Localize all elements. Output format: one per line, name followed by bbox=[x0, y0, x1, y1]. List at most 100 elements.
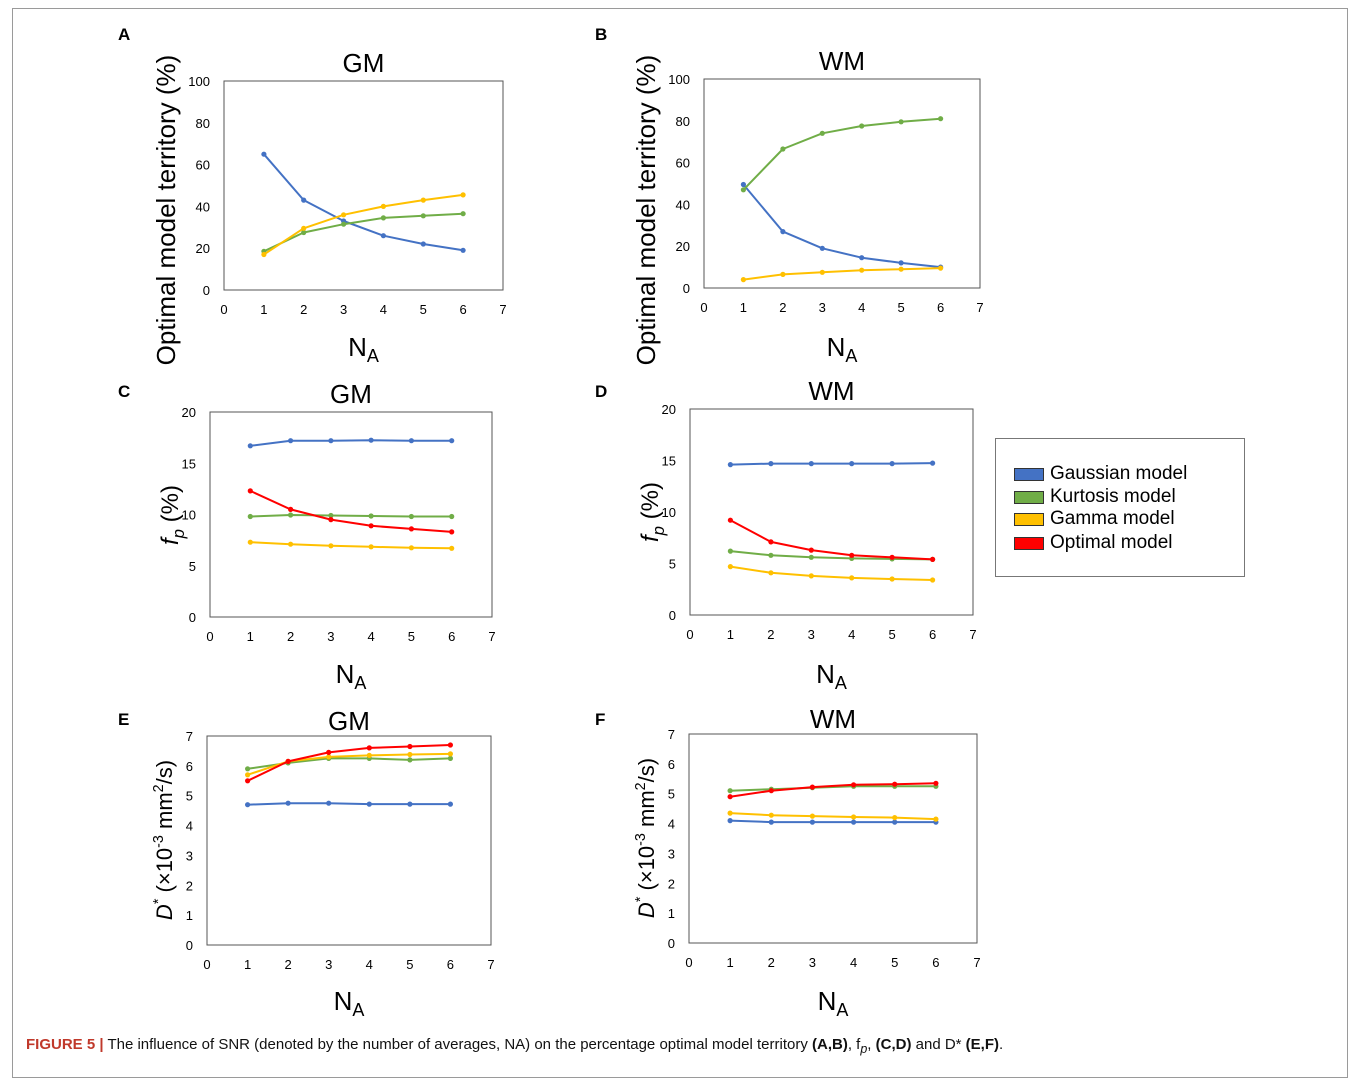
caption-sub: p bbox=[860, 1042, 868, 1056]
x-axis-label-sub: A bbox=[352, 1000, 364, 1020]
x-axis-label-main: N bbox=[827, 332, 846, 362]
y-axis-label-sup: -3 bbox=[151, 835, 167, 848]
data-point-gamma-model bbox=[245, 772, 251, 778]
data-point-gamma-model bbox=[889, 576, 895, 582]
data-point-gamma-model bbox=[447, 751, 453, 757]
y-tick-label: 5 bbox=[669, 557, 676, 572]
data-point-gaussian-model bbox=[247, 443, 253, 449]
y-tick-label: 3 bbox=[186, 848, 193, 863]
x-tick-label: 3 bbox=[808, 627, 815, 642]
y-tick-label: 20 bbox=[662, 402, 676, 417]
data-point-gaussian-model bbox=[849, 461, 855, 467]
data-point-gaussian-model bbox=[809, 819, 816, 825]
y-tick-label: 100 bbox=[188, 74, 210, 89]
x-axis-label-main: N bbox=[348, 332, 367, 362]
chart-title: GM bbox=[328, 706, 370, 736]
caption-text: , bbox=[867, 1036, 876, 1053]
data-point-kurtosis-model bbox=[247, 513, 253, 520]
series-line-optimal-model bbox=[729, 519, 933, 561]
data-point-gamma-model bbox=[407, 751, 413, 758]
data-point-optimal-model bbox=[889, 554, 895, 560]
data-point-gamma-model bbox=[808, 573, 814, 579]
data-point-gamma-model bbox=[938, 265, 944, 271]
data-point-optimal-model bbox=[285, 758, 291, 765]
y-axis-label-suffix: mm bbox=[152, 792, 177, 835]
y-axis-label-sub: p bbox=[649, 526, 668, 536]
data-point-gamma-model bbox=[408, 545, 414, 551]
data-point-gamma-model bbox=[809, 813, 816, 819]
data-point-gaussian-model bbox=[892, 819, 898, 825]
chart-title: WM bbox=[810, 704, 856, 734]
y-axis-label-suffix: (%) bbox=[637, 482, 664, 526]
data-point-gamma-model bbox=[727, 564, 734, 570]
data-point-gaussian-model bbox=[328, 438, 334, 444]
data-point-gaussian-model bbox=[768, 461, 774, 467]
data-point-gaussian-model bbox=[727, 462, 734, 468]
x-tick-label: 3 bbox=[325, 957, 332, 972]
data-point-optimal-model bbox=[407, 743, 413, 750]
data-point-gamma-model bbox=[780, 271, 786, 277]
data-point-gamma-model bbox=[328, 543, 334, 549]
legend-item-optimal: Optimal model bbox=[1014, 532, 1173, 554]
x-axis-label: NA bbox=[334, 986, 365, 1020]
y-axis-label: fp (%) bbox=[157, 485, 188, 545]
x-tick-label: 0 bbox=[685, 955, 692, 970]
data-point-gaussian-model bbox=[460, 247, 466, 253]
x-tick-label: 0 bbox=[206, 629, 213, 644]
y-tick-label: 15 bbox=[662, 454, 676, 469]
x-tick-label: 4 bbox=[848, 627, 855, 642]
y-tick-label: 2 bbox=[668, 876, 675, 891]
y-axis-label-main: Optimal model territory (%) bbox=[151, 55, 181, 366]
x-tick-label: 3 bbox=[819, 300, 826, 315]
series-line-gamma-model bbox=[743, 267, 941, 281]
data-point-gaussian-model bbox=[288, 438, 294, 444]
data-point-kurtosis-model bbox=[341, 221, 347, 227]
y-tick-label: 0 bbox=[669, 608, 676, 623]
data-point-gaussian-model bbox=[407, 801, 413, 807]
y-tick-label: 7 bbox=[186, 729, 193, 744]
y-tick-label: 10 bbox=[182, 508, 196, 523]
series-line-kurtosis-model bbox=[263, 212, 464, 253]
x-axis-label: NA bbox=[827, 332, 858, 366]
data-point-optimal-model bbox=[808, 547, 814, 553]
data-point-gaussian-model bbox=[368, 437, 374, 443]
y-axis-label-sub: p bbox=[169, 529, 188, 539]
data-point-gaussian-model bbox=[819, 245, 825, 251]
y-tick-label: 60 bbox=[196, 158, 210, 173]
x-axis-label-sub: A bbox=[354, 673, 366, 693]
data-point-optimal-model bbox=[930, 556, 936, 563]
data-point-optimal-model bbox=[727, 517, 734, 523]
data-point-gamma-model bbox=[898, 266, 904, 272]
y-axis-label-main: f bbox=[637, 533, 664, 542]
data-point-kurtosis-model bbox=[938, 116, 944, 122]
x-tick-label: 0 bbox=[686, 627, 693, 642]
x-tick-label: 4 bbox=[380, 302, 387, 317]
data-point-gaussian-model bbox=[808, 461, 814, 467]
data-point-gaussian-model bbox=[366, 801, 372, 807]
x-tick-label: 6 bbox=[937, 300, 944, 315]
x-tick-label: 0 bbox=[700, 300, 707, 315]
panel-label: E bbox=[118, 710, 129, 729]
x-tick-label: 2 bbox=[285, 957, 292, 972]
x-tick-label: 5 bbox=[406, 957, 413, 972]
x-tick-label: 6 bbox=[447, 957, 454, 972]
data-point-gamma-model bbox=[768, 812, 774, 818]
data-point-gaussian-model bbox=[261, 151, 267, 157]
y-tick-label: 20 bbox=[182, 405, 196, 420]
data-point-gaussian-model bbox=[889, 461, 895, 467]
data-point-gamma-model bbox=[449, 545, 455, 551]
data-point-gamma-model bbox=[326, 754, 332, 760]
y-axis-label-sup: -3 bbox=[633, 833, 649, 846]
data-point-optimal-model bbox=[288, 506, 294, 512]
y-axis-label-suffix: /s) bbox=[634, 758, 659, 782]
x-tick-label: 4 bbox=[858, 300, 865, 315]
data-point-kurtosis-model bbox=[780, 146, 786, 152]
panel-label: C bbox=[118, 382, 130, 401]
y-axis-label-suffix: (×10 bbox=[634, 846, 659, 897]
x-tick-label: 7 bbox=[487, 957, 494, 972]
y-tick-label: 5 bbox=[668, 787, 675, 802]
x-axis-label-sub: A bbox=[835, 673, 847, 693]
y-axis-label: D* (×10-3 mm2/s) bbox=[633, 758, 659, 918]
